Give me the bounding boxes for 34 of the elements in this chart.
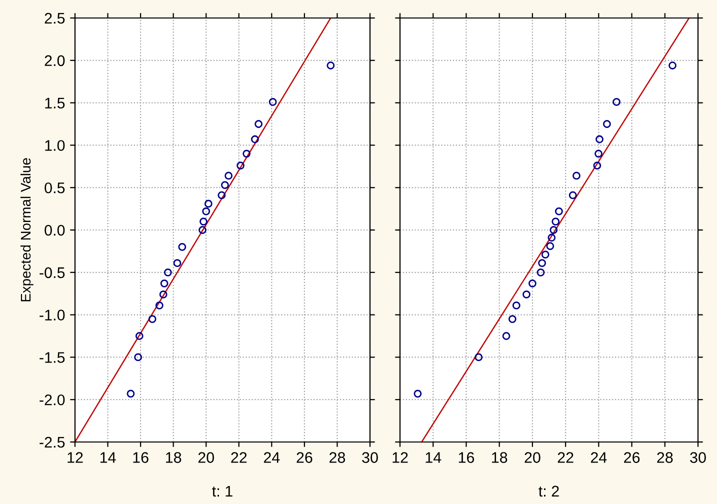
y-tick-label: -1.0	[40, 310, 65, 320]
x-axis-title: t: 1	[212, 486, 232, 497]
x-tick-label: 14	[426, 452, 442, 463]
y-tick-label: 1.0	[45, 140, 65, 151]
x-tick-label: 16	[133, 452, 148, 463]
y-tick-label: -1.5	[40, 352, 65, 363]
x-tick-label: 14	[100, 452, 116, 463]
x-tick-label: 24	[590, 452, 607, 463]
y-tick-label: 0.0	[44, 224, 65, 236]
x-tick-label: 18	[492, 452, 508, 463]
x-tick-label: 12	[68, 452, 83, 463]
x-tick-label: 18	[166, 452, 182, 463]
y-tick-label: -0.5	[40, 267, 65, 278]
x-axis-title: t: 2	[538, 486, 559, 497]
y-tick-label: -2.5	[40, 436, 65, 448]
x-tick-label: 24	[264, 452, 280, 463]
x-tick-label: 22	[231, 452, 247, 463]
x-tick-label: 20	[198, 452, 214, 463]
x-tick-label: 20	[524, 452, 540, 463]
x-tick-label: 30	[690, 452, 706, 463]
x-tick-label: 22	[558, 452, 574, 463]
x-tick-label: 16	[458, 452, 474, 463]
x-tick-label: 26	[296, 452, 312, 463]
y-tick-label: 1.5	[45, 98, 65, 108]
y-tick-label: -2.0	[40, 394, 65, 406]
x-tick-label: 26	[624, 452, 640, 463]
y-axis-title: Expected Normal Value	[20, 158, 34, 302]
y-tick-label: 2.5	[44, 12, 65, 24]
x-tick-label: 28	[329, 452, 346, 463]
x-tick-label: 12	[392, 452, 408, 463]
x-tick-label: 30	[362, 452, 378, 463]
y-tick-label: 2.0	[44, 55, 65, 66]
x-tick-label: 28	[657, 452, 673, 463]
y-tick-label: 0.5	[44, 182, 65, 194]
